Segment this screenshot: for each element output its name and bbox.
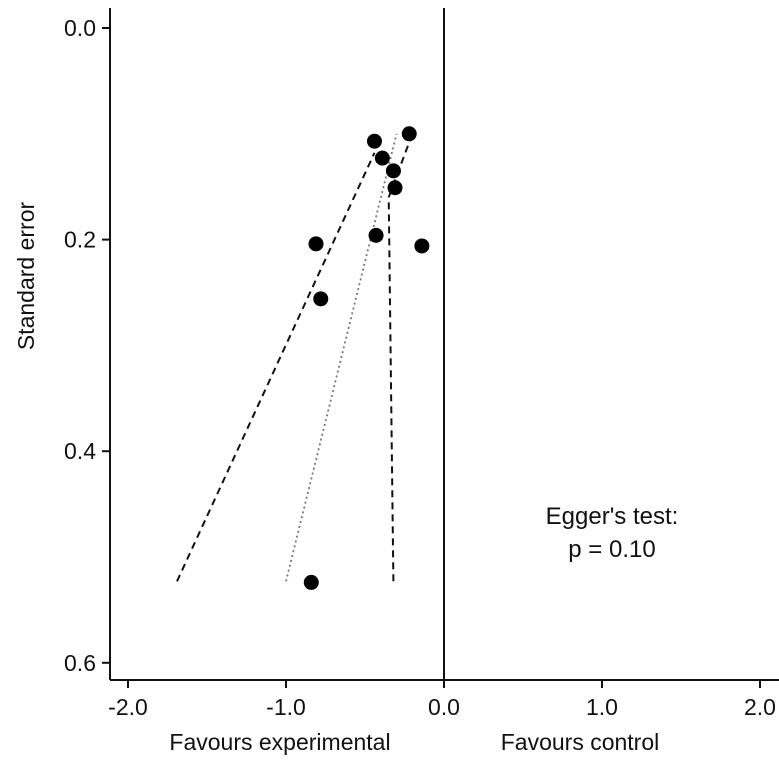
- x-tick-label: -1.0: [266, 694, 306, 720]
- study-point: [308, 236, 324, 252]
- study-point: [366, 133, 382, 149]
- study-point: [303, 574, 319, 590]
- study-point: [387, 180, 403, 196]
- x-tick-label: 1.0: [586, 694, 618, 720]
- study-point: [374, 150, 390, 166]
- y-tick-label: 0.6: [64, 650, 96, 676]
- axes: 0.0 0.2 0.4 0.6 -2.0 -1.0 0.0 1.0 2.0: [64, 8, 779, 720]
- study-point: [385, 163, 401, 179]
- y-tick-label: 0.2: [64, 227, 96, 253]
- y-tick-label: 0.4: [64, 438, 96, 464]
- y-tick-label: 0.0: [64, 15, 96, 41]
- x-tick-label: 2.0: [744, 694, 776, 720]
- x-axis-label-experimental: Favours experimental: [169, 729, 390, 755]
- data-points: [303, 126, 430, 590]
- study-point: [368, 227, 384, 243]
- regression-lines: [176, 133, 412, 582]
- study-point: [313, 291, 329, 307]
- x-axis-label-control: Favours control: [501, 729, 660, 755]
- egger-regression-line: [285, 133, 398, 582]
- study-point: [414, 238, 430, 254]
- x-tick-label: -2.0: [108, 694, 148, 720]
- x-tick-label: 0.0: [428, 694, 460, 720]
- x-axis-ticks: -2.0 -1.0 0.0 1.0 2.0: [108, 680, 776, 720]
- egger-test-label: Egger's test:: [546, 503, 679, 530]
- y-axis-ticks: 0.0 0.2 0.4 0.6: [64, 15, 110, 676]
- egger-test-p-value: p = 0.10: [568, 536, 655, 563]
- y-axis-title: Standard error: [13, 202, 39, 351]
- study-point: [401, 126, 417, 142]
- egger-confidence-line: [387, 137, 412, 582]
- egger-confidence-line: [176, 152, 376, 582]
